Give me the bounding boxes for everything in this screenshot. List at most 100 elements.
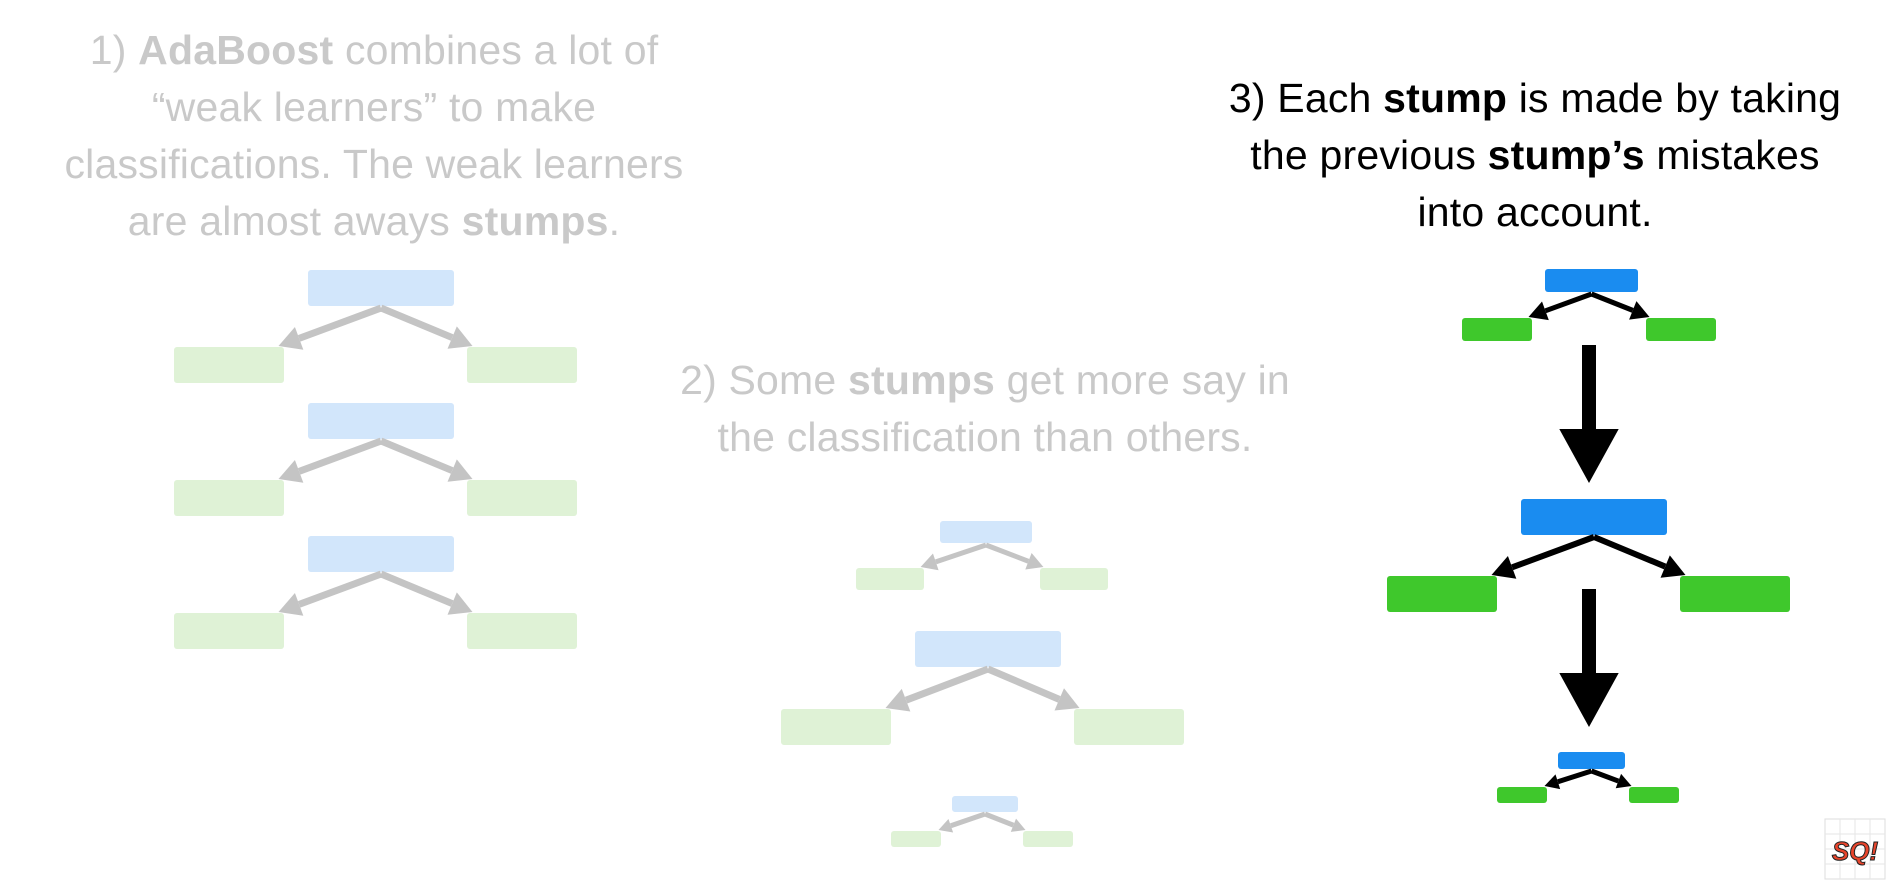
caption-step-3-line-2: the previous stump’s mistakes (1165, 127, 1901, 184)
stump-group-3-stump-1 (1462, 269, 1716, 341)
arrow-shaft (986, 665, 1061, 703)
arrow-head (278, 593, 304, 616)
caption-step-1-line-2: “weak learners” to make (151, 84, 597, 130)
stump-left-leaf (781, 709, 891, 745)
caption-step-1-line-4: are almost aways stumps. (0, 193, 748, 250)
arrow-shaft (1592, 534, 1667, 570)
caption-step-1: 1) AdaBoost combines a lot of “weak lear… (0, 22, 748, 250)
stump-root-node (308, 403, 454, 439)
arrow-shaft (1590, 291, 1634, 313)
caption-bold-term: AdaBoost (138, 27, 334, 73)
arrow-head (920, 553, 939, 571)
stump-left-leaf (856, 568, 924, 590)
stump-root-node (1521, 499, 1667, 535)
caption-bold-term: stump (1383, 75, 1508, 121)
caption-text: 1) (89, 27, 139, 73)
caption-step-1-line-1: 1) AdaBoost combines a lot of (0, 22, 748, 79)
caption-bold-term: stumps (461, 198, 609, 244)
down-arrow-1 (1559, 345, 1619, 483)
arrow-shaft (379, 437, 454, 474)
arrow-shaft (904, 665, 990, 704)
stump-right-leaf (467, 347, 577, 383)
arrow-head (1660, 555, 1686, 578)
arrow-shaft (379, 304, 454, 341)
arrow-head (1054, 688, 1080, 711)
caption-step-1-line-3: classifications. The weak learners (64, 141, 684, 187)
arrow-head (278, 460, 304, 483)
arrow-shaft (297, 570, 383, 608)
stump-group-2-stump-3 (891, 796, 1073, 847)
arrow-shaft (297, 437, 383, 475)
caption-text: are almost aways (127, 198, 462, 244)
stump-left-leaf (1497, 787, 1547, 803)
logo-text: SQ! (1832, 836, 1879, 866)
stump-right-leaf (1680, 576, 1790, 612)
stump-group-1-stump-3 (174, 536, 577, 649)
arrow-head (1491, 556, 1517, 579)
arrow-shaft (1511, 534, 1596, 571)
down-arrow-2 (1559, 589, 1619, 727)
caption-step-3: 3) Each stump is made by taking the prev… (1165, 70, 1901, 241)
arrow-head (447, 592, 473, 615)
caption-step-2-line-2: the classification than others. (717, 414, 1253, 460)
arrow-head (1629, 301, 1650, 320)
arrow-shaft (297, 304, 383, 342)
stump-root-node (915, 631, 1061, 667)
stump-root-node (1558, 752, 1625, 769)
arrow-shaft (379, 570, 454, 607)
arrow-shaft (949, 811, 986, 829)
arrow-head (1544, 774, 1561, 790)
caption-text: combines a lot of (333, 27, 659, 73)
caption-step-3-line-1: 3) Each stump is made by taking (1165, 70, 1901, 127)
caption-text: 2) Some (680, 357, 849, 403)
arrow-head (1559, 429, 1619, 483)
arrow-head (1528, 301, 1549, 321)
stump-right-leaf (1646, 318, 1716, 341)
stump-right-leaf (467, 613, 577, 649)
arrow-head (278, 327, 304, 350)
stump-root-node (308, 270, 454, 306)
stump-group-3-stump-3 (1497, 752, 1679, 803)
stump-group-2-stump-2 (781, 631, 1184, 745)
stump-right-leaf (1023, 831, 1073, 847)
stump-root-node (308, 536, 454, 572)
stump-root-node (940, 521, 1032, 543)
arrow-head (1615, 773, 1632, 789)
stump-group-1-stump-1 (174, 270, 577, 383)
caption-step-3-line-3: into account. (1417, 189, 1653, 235)
caption-step-2: 2) Some stumps get more say in the class… (600, 352, 1370, 466)
arrow-head (447, 459, 473, 482)
caption-text: the previous (1250, 132, 1488, 178)
caption-bold-term: stumps (848, 357, 996, 403)
stump-root-node (952, 796, 1018, 812)
stump-left-leaf (174, 347, 284, 383)
arrow-head (1025, 553, 1044, 570)
stump-root-node (1545, 269, 1638, 292)
stump-left-leaf (891, 831, 941, 847)
statquest-logo-icon: SQ! (1824, 818, 1886, 880)
caption-bold-term: stump’s (1487, 132, 1645, 178)
arrow-head (447, 326, 473, 349)
caption-text: mistakes (1644, 132, 1820, 178)
stump-right-leaf (1074, 709, 1184, 745)
arrow-head (885, 688, 911, 712)
arrow-shaft (1557, 768, 1593, 785)
stump-right-leaf (467, 480, 577, 516)
arrow-head (1010, 818, 1026, 832)
stump-right-leaf (1629, 787, 1679, 803)
caption-text: is made by taking (1507, 75, 1842, 121)
arrow-shaft (985, 542, 1030, 564)
arrow-shaft (984, 811, 1015, 828)
arrow-shaft (934, 542, 987, 565)
arrow-head (1559, 673, 1619, 727)
stump-group-1-stump-2 (174, 403, 577, 516)
arrow-shaft (1590, 768, 1620, 784)
stump-left-leaf (174, 613, 284, 649)
caption-step-2-line-1: 2) Some stumps get more say in (600, 352, 1370, 409)
stump-group-2-stump-1 (856, 521, 1108, 590)
stump-group-3-stump-2 (1387, 499, 1790, 612)
stump-left-leaf (1387, 576, 1497, 612)
stump-left-leaf (1462, 318, 1532, 341)
